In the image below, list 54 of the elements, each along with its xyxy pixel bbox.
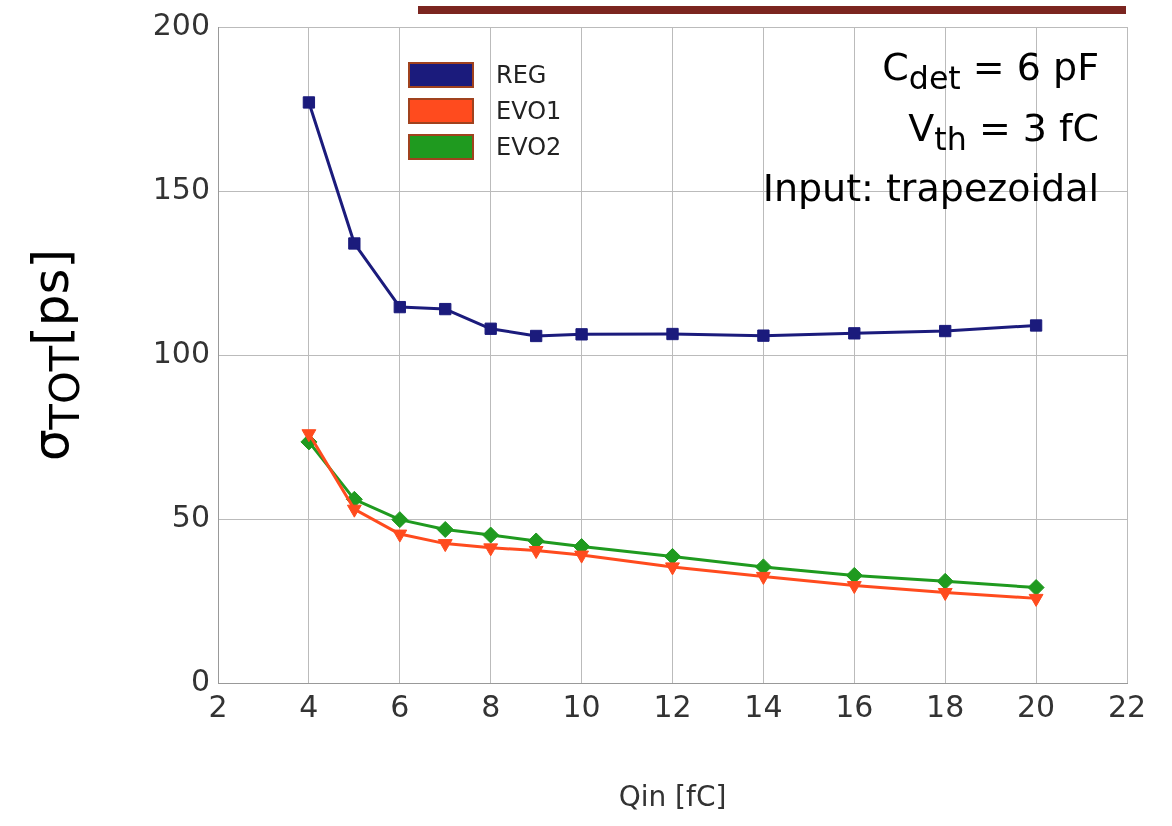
point xyxy=(484,322,497,335)
point xyxy=(393,300,406,314)
x-tick-label: 4 xyxy=(299,688,319,724)
legend-label: EVO1 xyxy=(496,97,562,125)
point xyxy=(846,581,862,595)
point xyxy=(664,547,681,565)
point xyxy=(665,562,680,576)
point xyxy=(1028,593,1044,607)
point xyxy=(937,587,953,601)
point xyxy=(1029,319,1043,332)
point xyxy=(302,96,316,109)
point xyxy=(575,328,588,341)
point xyxy=(528,545,544,559)
point xyxy=(437,539,453,553)
point xyxy=(1027,579,1045,597)
point xyxy=(482,526,500,544)
point xyxy=(436,521,454,538)
legend-label: EVO2 xyxy=(496,133,562,161)
point xyxy=(848,327,861,340)
x-tick-label: 8 xyxy=(481,688,501,724)
point xyxy=(666,327,679,341)
x-tick-label: 2 xyxy=(208,688,228,724)
x-tick-label: 14 xyxy=(744,688,783,724)
y-tick-label: 50 xyxy=(171,498,210,534)
x-tick-label: 10 xyxy=(562,688,601,724)
point xyxy=(755,571,771,585)
y-tick-label: 0 xyxy=(190,662,210,698)
x-tick-label: 12 xyxy=(653,688,692,724)
x-tick-label: 22 xyxy=(1107,688,1147,724)
legend-label: REG xyxy=(496,61,547,89)
point xyxy=(391,511,409,529)
annotation: Input: trapezoidal xyxy=(762,165,1099,213)
x-tick-label: 6 xyxy=(390,688,410,724)
x-tick-label: 16 xyxy=(835,688,874,724)
point xyxy=(936,572,954,590)
point xyxy=(574,550,590,564)
point xyxy=(483,543,499,557)
annotation: V$_{th}$ = 3 fC xyxy=(907,104,1099,159)
y-tick-label: 100 xyxy=(152,334,210,370)
point xyxy=(939,324,952,338)
point xyxy=(439,302,452,316)
y-tick-label: 200 xyxy=(152,6,210,42)
point xyxy=(348,237,361,250)
x-tick-label: 20 xyxy=(1017,688,1056,724)
y-tick-label: 150 xyxy=(152,170,210,206)
annotation: C$_{det}$ = 6 pF xyxy=(881,44,1099,98)
x-axis-title: Qin [fC] xyxy=(618,780,727,813)
point xyxy=(757,329,770,342)
point xyxy=(346,504,362,518)
point xyxy=(529,329,543,343)
x-tick-label: 18 xyxy=(926,688,965,724)
point xyxy=(845,566,863,584)
point xyxy=(392,529,408,543)
point xyxy=(301,429,317,443)
